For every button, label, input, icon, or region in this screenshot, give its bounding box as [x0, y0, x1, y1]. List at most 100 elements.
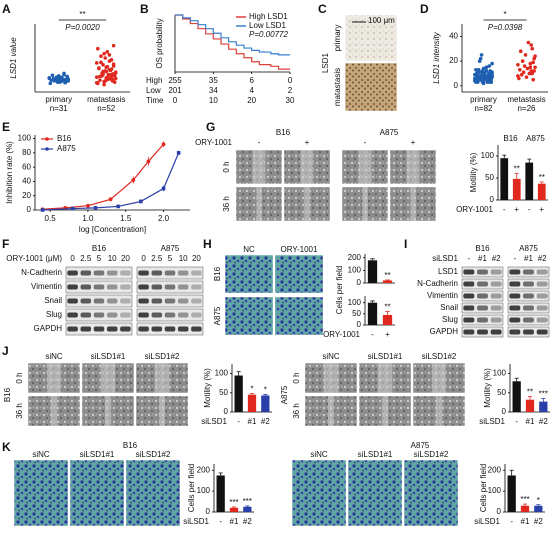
x-tick-label: matastasis — [87, 95, 125, 104]
significance: *** — [539, 390, 548, 399]
blot-band — [93, 270, 105, 276]
survival-curve — [175, 14, 290, 70]
wound-gap — [435, 396, 443, 426]
panel-label: K — [2, 440, 11, 454]
bar — [229, 507, 239, 512]
y-axis-label: Cells per field — [187, 464, 196, 512]
col-label: siLSD1#2 — [136, 450, 171, 459]
blot-band — [120, 284, 131, 290]
protein-label: Slug — [46, 310, 62, 319]
blot-band — [536, 317, 548, 323]
blot-band — [536, 293, 548, 299]
wound-gap — [377, 363, 393, 393]
x-tick-label: #1 — [230, 517, 239, 526]
y-tick-label: 0 — [490, 195, 495, 204]
data-point — [96, 46, 100, 51]
x-tick-label: - — [503, 205, 506, 214]
panel-label: E — [2, 120, 10, 134]
data-point — [474, 67, 478, 72]
y-tick-label: 0 — [502, 407, 507, 416]
y-tick-label: 20 — [22, 191, 31, 200]
lane-label: 20 — [121, 254, 130, 263]
treatment-label: ORY-1001 (μM) — [6, 254, 62, 263]
blot-band — [523, 305, 534, 311]
marker — [139, 199, 143, 204]
data-point — [519, 72, 524, 77]
blot-band — [191, 326, 202, 332]
legend-label: B16 — [57, 134, 72, 143]
data-point — [484, 69, 489, 73]
risk-label: Low — [146, 86, 161, 95]
blot-band — [477, 293, 488, 299]
y-tick-label: 0 — [27, 205, 32, 214]
legend-marker — [45, 147, 49, 151]
y-tick-label: 0 — [357, 320, 362, 329]
n-label: n=52 — [97, 104, 116, 113]
group-label: B16 — [92, 244, 107, 253]
marker — [93, 206, 98, 210]
protein-label: Vimentin — [31, 282, 62, 291]
data-point — [520, 59, 525, 63]
risk-count: 4 — [249, 86, 254, 95]
legend-label: A875 — [57, 144, 76, 153]
protein-label: GAPDH — [430, 327, 459, 336]
x-axis-label: siLSD1 — [183, 517, 209, 526]
row-label: B16 — [213, 266, 222, 281]
survival-curve — [175, 14, 290, 56]
x-tick-label: - — [528, 205, 531, 214]
wound-gap — [304, 187, 310, 221]
y-tick-label: 40 — [22, 177, 31, 186]
blot-band — [67, 326, 78, 332]
blot-band — [509, 293, 521, 299]
significance: *** — [229, 498, 238, 507]
y-tick-label: 0 — [206, 507, 211, 516]
data-point — [112, 74, 117, 78]
data-point — [479, 53, 484, 57]
data-point — [524, 75, 529, 79]
wound-gap — [256, 187, 262, 221]
blot-band — [177, 312, 189, 318]
y-axis-label: Motility (%) — [483, 368, 492, 408]
y-tick-label: 0 — [357, 278, 362, 287]
col-label: ORY-1001 — [281, 245, 318, 254]
wound-gap — [381, 396, 389, 426]
col-label: siLSD1#1 — [80, 450, 115, 459]
blot-band — [509, 329, 521, 335]
data-point — [531, 60, 535, 65]
bar — [216, 475, 225, 512]
p-value: P=0.0398 — [488, 23, 523, 32]
group-label: B16 — [276, 128, 291, 137]
blot-band — [164, 284, 176, 290]
risk-label: High — [146, 76, 162, 85]
row-label: primary — [333, 25, 342, 52]
significance: ** — [514, 165, 520, 174]
blot-band — [191, 312, 202, 318]
y-tick-label: 100 — [488, 486, 502, 495]
y-tick-label: 80 — [22, 148, 31, 157]
data-point — [98, 74, 102, 79]
blot-band — [93, 312, 105, 318]
blot-band — [151, 298, 163, 304]
marker — [86, 203, 90, 208]
blot-band — [151, 284, 163, 290]
blot-band — [509, 269, 521, 275]
data-point — [473, 72, 477, 77]
blot-band — [67, 312, 78, 318]
data-point — [486, 80, 491, 84]
transwell-image — [125, 459, 181, 527]
x-axis-label: siLSD1 — [479, 417, 505, 426]
blot-band — [106, 270, 118, 276]
y-tick-label: 100 — [348, 266, 362, 275]
col-label: + — [411, 138, 416, 147]
y-tick-label: 50 — [497, 388, 506, 397]
wound-gap — [431, 363, 447, 393]
col-label: siLSD1#2 — [145, 352, 180, 361]
data-point — [478, 77, 483, 82]
data-point — [107, 59, 112, 63]
blot-band — [106, 284, 118, 290]
y-tick-label: 0 — [497, 507, 502, 516]
bar — [539, 401, 548, 412]
bar — [261, 395, 270, 412]
risk-count: 34 — [209, 86, 218, 95]
blot-band — [80, 270, 92, 276]
